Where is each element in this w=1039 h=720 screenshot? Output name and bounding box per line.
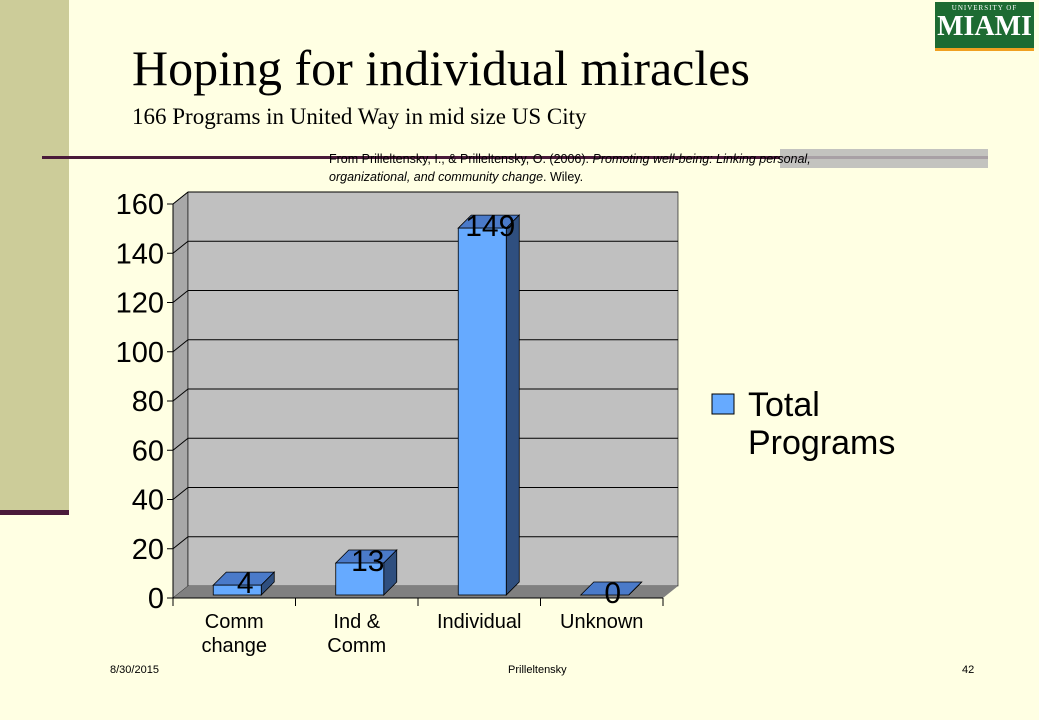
gridline — [172, 290, 189, 303]
footer-author: Prilleltensky — [508, 664, 567, 676]
bar-side — [505, 214, 520, 596]
y-tick-label: 140 — [116, 238, 164, 270]
logo-university-of: UNIVERSITY OF — [951, 4, 1018, 12]
footer-date: 8/30/2015 — [110, 664, 159, 676]
bar — [457, 227, 507, 596]
y-tick-label: 120 — [116, 288, 164, 320]
bar-data-label: 149 — [465, 210, 515, 243]
y-tick-label: 80 — [132, 386, 164, 418]
x-category-label: Comm — [205, 611, 264, 633]
university-logo: UNIVERSITY OF MIAMI — [935, 2, 1034, 51]
bar — [335, 562, 385, 596]
y-tick-label: 160 — [116, 189, 164, 221]
citation-publisher: . Wiley. — [543, 170, 584, 184]
y-tick-label: 100 — [116, 337, 164, 369]
legend-label: Programs — [748, 424, 895, 462]
x-category-label: Comm — [327, 635, 386, 657]
bar-data-label: 4 — [237, 567, 254, 600]
bar — [212, 584, 262, 596]
x-category-label: Unknown — [560, 611, 643, 633]
gridline — [172, 339, 189, 353]
bar-data-label: 0 — [604, 577, 621, 610]
x-category-label: Individual — [437, 611, 522, 633]
citation: From Prilleltensky, I., & Prilleltensky,… — [329, 150, 849, 186]
bar-side — [628, 581, 643, 596]
gridline — [172, 437, 189, 451]
bar-data-label: 13 — [351, 545, 384, 578]
footer-page-number: 42 — [962, 664, 975, 676]
gridline — [172, 487, 189, 500]
sidebar-decoration — [0, 0, 69, 510]
gridline — [172, 191, 189, 205]
y-tick-label: 40 — [132, 485, 164, 517]
x-category-label: Ind & — [333, 611, 380, 633]
legend-label: Total — [748, 386, 820, 424]
x-category-label: change — [201, 635, 267, 657]
citation-book-title: Promoting well-being: Linking personal, … — [329, 152, 811, 184]
title-underline — [42, 156, 988, 159]
citation-authors: From Prilleltensky, I., & Prilleltensky,… — [329, 152, 593, 166]
gridline — [172, 388, 189, 402]
slide-subtitle: 166 Programs in United Way in mid size U… — [132, 104, 587, 129]
legend-swatch — [711, 393, 735, 415]
gridline — [172, 240, 189, 254]
logo-miami: MIAMI — [937, 11, 1032, 42]
slide-title: Hoping for individual miracles — [132, 40, 750, 96]
y-tick-label: 60 — [132, 435, 164, 467]
citation-highlight-block — [780, 149, 988, 168]
sidebar-accent-line — [0, 510, 69, 515]
plot-floor — [173, 586, 678, 598]
gridline — [172, 536, 189, 550]
y-tick-label: 20 — [132, 534, 164, 566]
y-tick-label: 0 — [148, 583, 164, 615]
bar-chart: 0204060801001201401604131490CommchangeIn… — [116, 189, 896, 657]
